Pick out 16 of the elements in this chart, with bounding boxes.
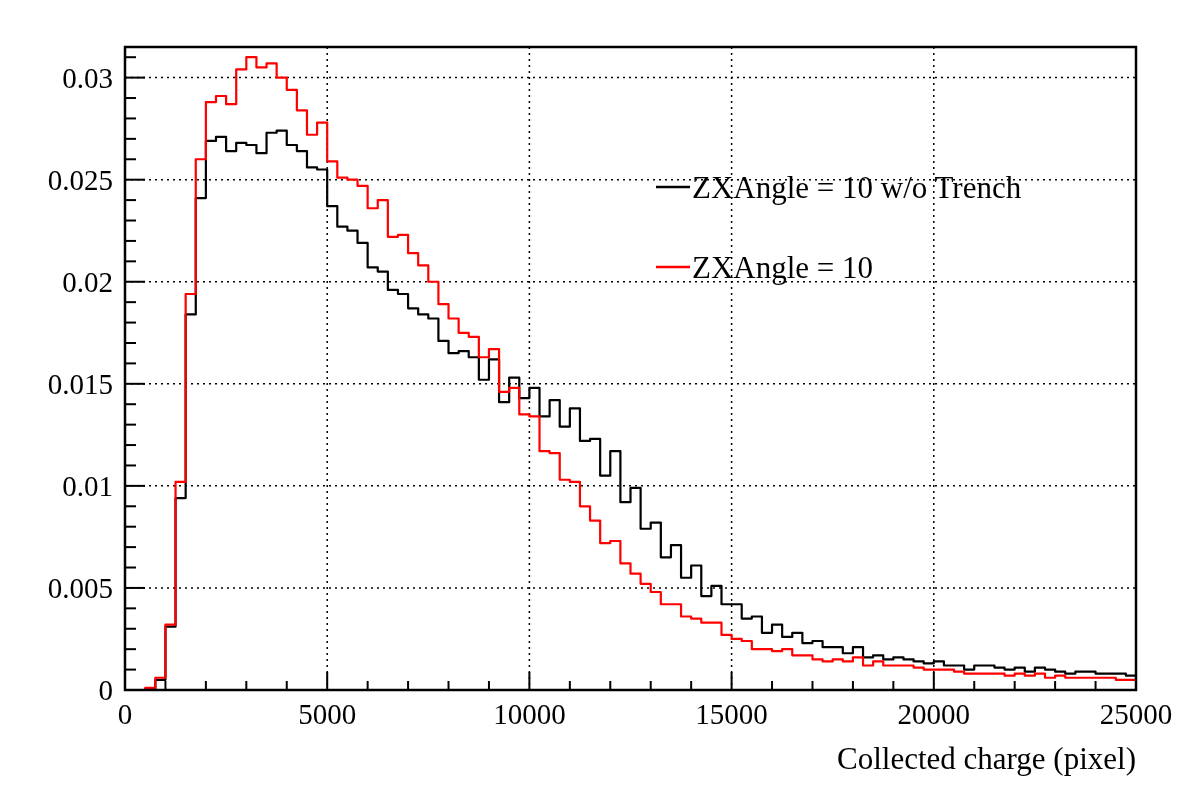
x-tick-label: 5000: [298, 698, 357, 730]
x-tick-label: 0: [117, 698, 133, 730]
y-tick-label: 0.01: [62, 469, 113, 502]
x-tick-label: 15000: [695, 698, 768, 730]
y-tick-label: 0: [98, 674, 113, 706]
y-tick-label: 0.025: [47, 163, 113, 196]
x-tick-label: 20000: [897, 698, 971, 730]
x-tick-label: 10000: [493, 698, 566, 730]
y-tick-label: 0.005: [47, 571, 113, 604]
x-axis-title: Collected charge (pixel): [837, 741, 1136, 776]
y-tick-label: 0.02: [62, 265, 113, 298]
legend-label: ZXAngle = 10 w/o Trench: [692, 170, 1022, 205]
legend-label: ZXAngle = 10: [692, 250, 874, 285]
y-tick-label: 0.03: [62, 61, 113, 94]
y-tick-label: 0.015: [47, 367, 113, 400]
x-tick-label: 25000: [1099, 698, 1173, 730]
